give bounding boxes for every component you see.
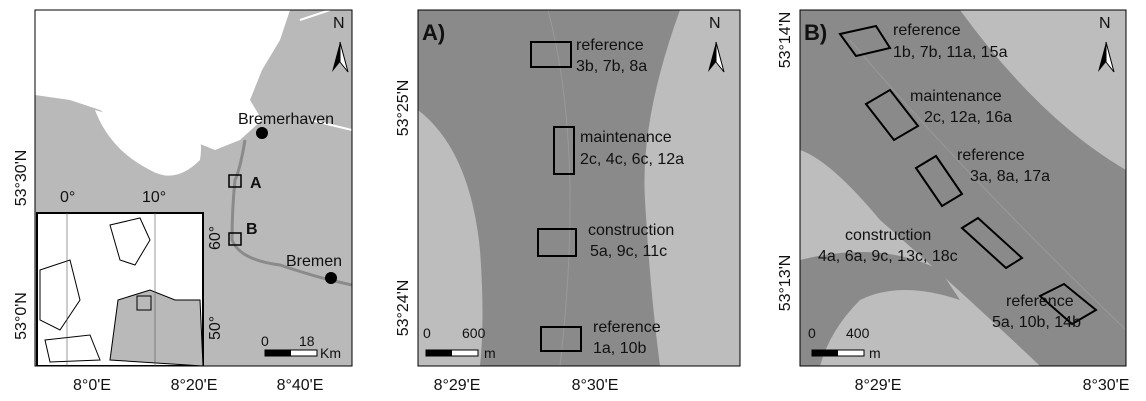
site-codes: 2c, 12a, 16a	[924, 109, 1012, 126]
panel-label: A)	[422, 20, 445, 45]
site-name: reference	[576, 37, 644, 54]
x-label: 8°30'E	[572, 377, 619, 394]
x-label: 8°30'E	[1083, 377, 1130, 394]
north-label: N	[333, 15, 345, 32]
x-label: 8°40'E	[277, 377, 324, 394]
site-label: A	[250, 175, 262, 192]
panel-label: B)	[804, 20, 827, 45]
scale-unit: m	[869, 345, 881, 361]
scale-unit: Km	[320, 345, 341, 361]
y-label: 53°25'N	[395, 80, 412, 137]
inset-label: 10°	[142, 189, 166, 206]
north-label: N	[1099, 15, 1111, 32]
scale-label: 0	[261, 333, 269, 349]
y-label: 53°0'N	[13, 292, 30, 340]
site-codes: 5a, 10b, 14b	[992, 314, 1081, 331]
panel-b-map	[800, 10, 1126, 366]
inset-label: 50°	[207, 316, 224, 340]
x-label: 8°29'E	[434, 377, 481, 394]
inset-label: 0°	[60, 189, 75, 206]
place-label: Bremerhaven	[238, 111, 334, 128]
site-name: maintenance	[910, 88, 1002, 105]
y-label: 53°13'N	[777, 255, 794, 312]
site-name: reference	[593, 319, 661, 336]
site-codes: 3b, 7b, 8a	[576, 58, 647, 75]
overview-map	[35, 10, 352, 366]
inset-label: 60°	[207, 226, 224, 250]
place-label: Bremen	[286, 253, 342, 270]
scale-unit: m	[484, 345, 496, 361]
scale-label: 0	[808, 325, 816, 341]
scale-label: 400	[846, 325, 870, 341]
site-codes: 5a, 9c, 11c	[590, 243, 667, 260]
scale-label: 0	[423, 325, 431, 341]
site-name: reference	[893, 22, 961, 39]
site-name: reference	[957, 147, 1025, 164]
x-label: 8°0'E	[73, 377, 111, 394]
site-name: maintenance	[580, 129, 672, 146]
site-label: B	[246, 221, 258, 238]
scale-label: 18	[299, 333, 315, 349]
y-label: 53°30'N	[13, 150, 30, 207]
site-codes: 2c, 4c, 6c, 12a	[580, 151, 684, 168]
figure: N Bremerhaven Bremen A B 0° 10° 60° 50° …	[0, 0, 1146, 401]
site-name: reference	[1006, 293, 1074, 310]
site-name: construction	[845, 227, 931, 244]
site-name: construction	[588, 222, 674, 239]
site-codes: 1b, 7b, 11a, 15a	[893, 44, 1008, 61]
site-codes: 3a, 8a, 17a	[970, 168, 1050, 185]
site-codes: 1a, 10b	[593, 340, 646, 357]
page: N Bremerhaven Bremen A B 0° 10° 60° 50° …	[0, 0, 1146, 401]
north-label: N	[709, 15, 721, 32]
site-codes: 4a, 6a, 9c, 13c, 18c	[818, 248, 958, 265]
y-label: 53°14'N	[777, 12, 794, 69]
y-label: 53°24'N	[395, 280, 412, 337]
scale-label: 600	[462, 325, 486, 341]
x-label: 8°29'E	[855, 377, 902, 394]
x-label: 8°20'E	[171, 377, 218, 394]
